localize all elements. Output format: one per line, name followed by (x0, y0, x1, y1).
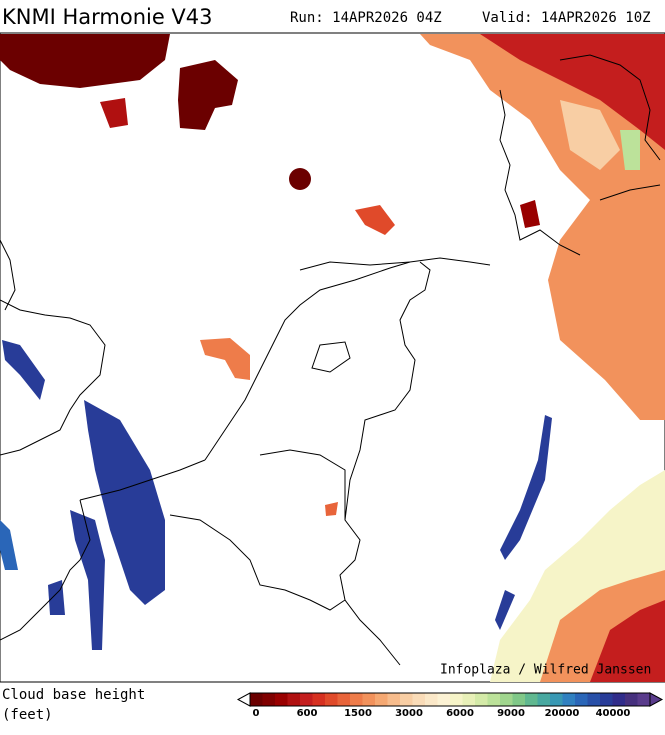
colorbar-swatch (512, 693, 526, 706)
title: KNMI Harmonie V43 (2, 5, 213, 29)
colorbar-swatch (537, 693, 551, 706)
colorbar-swatch (275, 693, 288, 706)
cloud-area (590, 600, 665, 682)
colorbar-swatch (600, 693, 613, 706)
valid-time: Valid: 14APR2026 10Z (482, 10, 651, 26)
colorbar-swatch (475, 693, 488, 706)
colorbar-swatch (500, 693, 513, 706)
cloud-area (200, 338, 250, 380)
colorbar-end (236, 692, 251, 707)
colorbar-swatch (550, 693, 563, 706)
cloud-area (0, 34, 170, 88)
cloud-area (100, 98, 128, 128)
cloud-area (70, 510, 105, 650)
colorbar-swatch (287, 693, 301, 706)
cloud-area (620, 130, 640, 170)
cloud-area (495, 590, 515, 630)
colorbar-tick-label: 6000 (446, 708, 474, 719)
colorbar-swatch (637, 693, 651, 706)
colorbar-swatch (562, 693, 576, 706)
colorbar-swatch (450, 693, 463, 706)
colorbar-end (649, 692, 664, 707)
run-time: Run: 14APR2026 04Z (290, 10, 442, 26)
cloud-area (178, 60, 238, 130)
colorbar-swatch (525, 693, 538, 706)
colorbar-swatch (312, 693, 326, 706)
colorbar-swatch (337, 693, 351, 706)
colorbar-swatch (300, 693, 313, 706)
colorbar-tick-label: 20000 (545, 708, 580, 719)
colorbar-swatch (437, 693, 451, 706)
colorbar-swatch (575, 693, 588, 706)
colorbar-tick-label: 3000 (395, 708, 423, 719)
legend-title: Cloud base height (2, 687, 145, 703)
colorbar: 0 600 1500 3000 6000 9000 20000 40000 (236, 692, 664, 719)
colorbar-swatch (625, 693, 638, 706)
cloud-area (520, 200, 540, 228)
colorbar-swatch (587, 693, 601, 706)
colorbar-tick-label: 0 (253, 708, 260, 719)
coastlines (0, 54, 661, 666)
colorbar-tick-label: 9000 (497, 708, 525, 719)
colorbar-swatch (362, 693, 376, 706)
cloud-area (500, 415, 552, 560)
colorbar-swatch (375, 693, 388, 706)
colorbar-swatch (425, 693, 438, 706)
cloud-area (560, 100, 620, 170)
colorbar-swatch (612, 693, 626, 706)
colorbar-frame (249, 692, 651, 707)
colorbar-swatch (325, 693, 338, 706)
cloud-area (84, 400, 165, 605)
legend-title: (feet) (2, 707, 53, 723)
cloud-area (0, 520, 18, 570)
colorbar-swatch (387, 693, 401, 706)
credit: Infoplaza / Wilfred Janssen (440, 663, 651, 678)
colorbar-tick-label: 600 (297, 708, 318, 719)
colorbar-swatch (412, 693, 426, 706)
colorbar-swatch (462, 693, 476, 706)
colorbar-swatch (350, 693, 363, 706)
colorbar-swatch (250, 693, 263, 706)
colorbar-tick-label: 40000 (596, 708, 631, 719)
colorbar-swatch (400, 693, 413, 706)
cloud-area (355, 205, 395, 235)
cloud-area (289, 168, 311, 190)
colorbar-swatch (487, 693, 501, 706)
cloud-area (2, 340, 45, 400)
map (0, 32, 665, 683)
colorbar-tick-label: 1500 (344, 708, 372, 719)
colorbar-swatch (262, 693, 276, 706)
cloud-area (480, 34, 665, 150)
cloud-area (325, 502, 338, 516)
